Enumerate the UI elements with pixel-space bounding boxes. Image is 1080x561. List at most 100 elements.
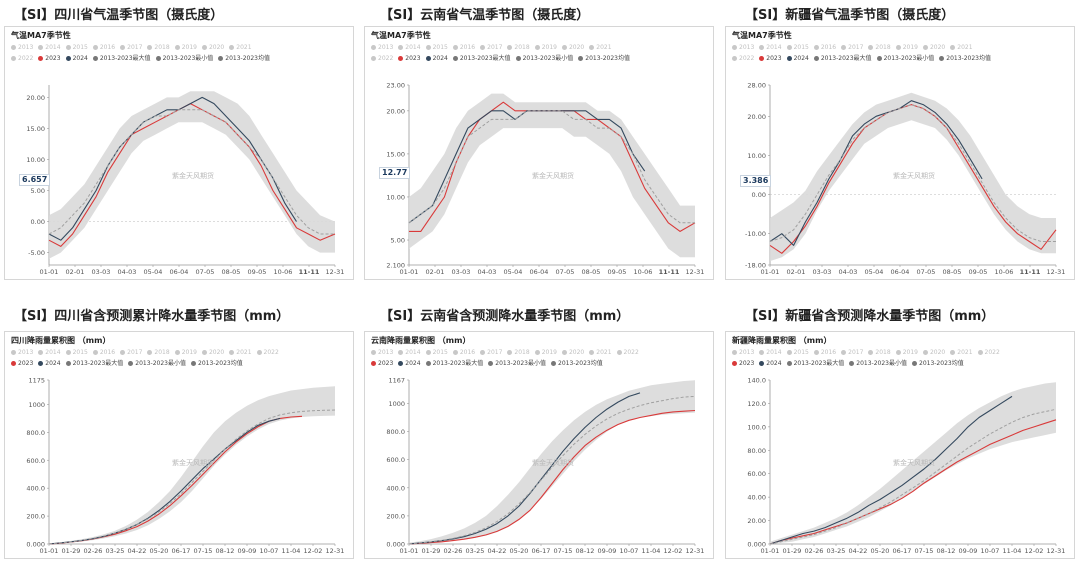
- legend-item[interactable]: 2013-2023均值: [939, 55, 991, 62]
- legend-item[interactable]: 2017: [841, 44, 863, 51]
- legend-item[interactable]: 2017: [841, 349, 863, 356]
- legend-item[interactable]: 2018: [868, 44, 891, 51]
- legend-item[interactable]: 2017: [480, 349, 502, 356]
- legend-item[interactable]: 2022: [256, 349, 279, 356]
- legend-label: 2021: [957, 349, 973, 356]
- legend-item[interactable]: 2013-2023最小值: [849, 360, 907, 367]
- legend-item[interactable]: 2016: [452, 349, 475, 356]
- legend-item[interactable]: 2022: [732, 55, 754, 62]
- legend-item[interactable]: 2021: [589, 349, 612, 356]
- legend-item[interactable]: 2022: [977, 349, 1000, 356]
- legend-item[interactable]: 2015: [425, 44, 448, 51]
- legend-item[interactable]: 2017: [120, 44, 142, 51]
- legend-item[interactable]: 2013-2023最大值: [65, 360, 123, 367]
- legend-item[interactable]: 2016: [92, 349, 115, 356]
- legend-item[interactable]: 2022: [11, 55, 33, 62]
- legend-item[interactable]: 2014: [38, 349, 61, 356]
- legend-item[interactable]: 2022: [616, 349, 639, 356]
- legend-item[interactable]: 2024: [398, 360, 421, 367]
- legend-item[interactable]: 2013-2023均值: [218, 55, 270, 62]
- legend-item[interactable]: 2024: [786, 55, 809, 62]
- legend-item[interactable]: 2020: [561, 44, 584, 51]
- legend-item[interactable]: 2013-2023均值: [912, 360, 964, 367]
- legend-marker-icon: [841, 45, 847, 50]
- legend-item[interactable]: 2016: [813, 44, 836, 51]
- legend-item[interactable]: 2013-2023均值: [551, 360, 603, 367]
- y-tick-label: 0.000: [26, 541, 45, 549]
- legend-item[interactable]: 2015: [65, 44, 88, 51]
- legend-item[interactable]: 2017: [120, 349, 142, 356]
- legend-item[interactable]: 2013: [732, 44, 754, 51]
- legend-item[interactable]: 2013: [732, 349, 754, 356]
- legend-item[interactable]: 2018: [507, 349, 530, 356]
- legend-item[interactable]: 2023: [732, 360, 754, 367]
- legend-item[interactable]: 2016: [92, 44, 115, 51]
- legend-label: 2020: [208, 349, 225, 356]
- legend-item[interactable]: 2013-2023最小值: [488, 360, 546, 367]
- legend-label: 2013-2023最小值: [162, 55, 214, 62]
- legend-item[interactable]: 2013-2023均值: [578, 55, 630, 62]
- legend-item[interactable]: 2020: [561, 349, 584, 356]
- legend-item[interactable]: 2014: [398, 349, 421, 356]
- legend-item[interactable]: 2019: [534, 349, 557, 356]
- legend-item[interactable]: 2013: [11, 44, 33, 51]
- legend-label: 2024: [432, 55, 448, 62]
- legend-item[interactable]: 2021: [229, 44, 252, 51]
- legend-label: 2013-2023最小值: [883, 55, 935, 62]
- legend-item[interactable]: 2019: [174, 44, 197, 51]
- legend-item[interactable]: 2019: [534, 44, 557, 51]
- legend-item[interactable]: 2020: [922, 44, 945, 51]
- legend-item[interactable]: 2013: [11, 349, 33, 356]
- legend-item[interactable]: 2016: [452, 44, 475, 51]
- legend-item[interactable]: 2013: [371, 349, 393, 356]
- legend-item[interactable]: 2017: [480, 44, 502, 51]
- legend-item[interactable]: 2013-2023最小值: [155, 55, 214, 62]
- legend-item[interactable]: 2018: [868, 349, 891, 356]
- legend-item[interactable]: 2014: [398, 44, 421, 51]
- legend-item[interactable]: 2018: [147, 349, 170, 356]
- legend-item[interactable]: 2024: [425, 55, 448, 62]
- legend-item[interactable]: 2015: [786, 349, 809, 356]
- legend-item[interactable]: 2018: [507, 44, 530, 51]
- legend-marker-icon: [92, 45, 98, 50]
- legend-item[interactable]: 2015: [65, 349, 88, 356]
- legend-item[interactable]: 2021: [589, 44, 612, 51]
- legend-item[interactable]: 2013-2023最小值: [876, 55, 935, 62]
- legend-item[interactable]: 2023: [371, 360, 393, 367]
- legend-item[interactable]: 2014: [759, 44, 782, 51]
- legend-item[interactable]: 2021: [229, 349, 252, 356]
- legend-item[interactable]: 2013-2023最大值: [452, 55, 511, 62]
- legend-item[interactable]: 2020: [201, 44, 224, 51]
- legend-item[interactable]: 2024: [38, 360, 61, 367]
- legend-item[interactable]: 2023: [398, 55, 421, 62]
- legend-item[interactable]: 2016: [813, 349, 836, 356]
- legend-item[interactable]: 2013-2023最大值: [425, 360, 484, 367]
- y-tick-label: 5.00: [31, 187, 45, 195]
- legend-item[interactable]: 2024: [759, 360, 782, 367]
- legend-item[interactable]: 2019: [895, 349, 918, 356]
- legend-item[interactable]: 2013-2023最大值: [786, 360, 844, 367]
- legend-item[interactable]: 2023: [11, 360, 33, 367]
- legend-item[interactable]: 2015: [786, 44, 809, 51]
- legend-item[interactable]: 2013-2023最小值: [128, 360, 186, 367]
- legend-item[interactable]: 2013-2023最大值: [92, 55, 151, 62]
- legend-item[interactable]: 2019: [174, 349, 197, 356]
- legend-label: 2013-2023最大值: [432, 360, 484, 367]
- legend-item[interactable]: 2021: [950, 44, 973, 51]
- legend-item[interactable]: 2020: [922, 349, 945, 356]
- legend-item[interactable]: 2014: [38, 44, 61, 51]
- legend-item[interactable]: 2015: [425, 349, 448, 356]
- legend-item[interactable]: 2014: [759, 349, 782, 356]
- legend-item[interactable]: 2013-2023均值: [191, 360, 243, 367]
- legend-item[interactable]: 2023: [759, 55, 782, 62]
- legend-item[interactable]: 2013-2023最大值: [813, 55, 872, 62]
- legend-item[interactable]: 2013-2023最小值: [515, 55, 573, 62]
- legend-item[interactable]: 2022: [371, 55, 393, 62]
- legend-item[interactable]: 2018: [147, 44, 170, 51]
- legend-item[interactable]: 2013: [371, 44, 393, 51]
- legend-item[interactable]: 2024: [65, 55, 88, 62]
- legend-item[interactable]: 2023: [38, 55, 61, 62]
- legend-item[interactable]: 2019: [895, 44, 918, 51]
- legend-item[interactable]: 2020: [201, 349, 225, 356]
- legend-item[interactable]: 2021: [950, 349, 973, 356]
